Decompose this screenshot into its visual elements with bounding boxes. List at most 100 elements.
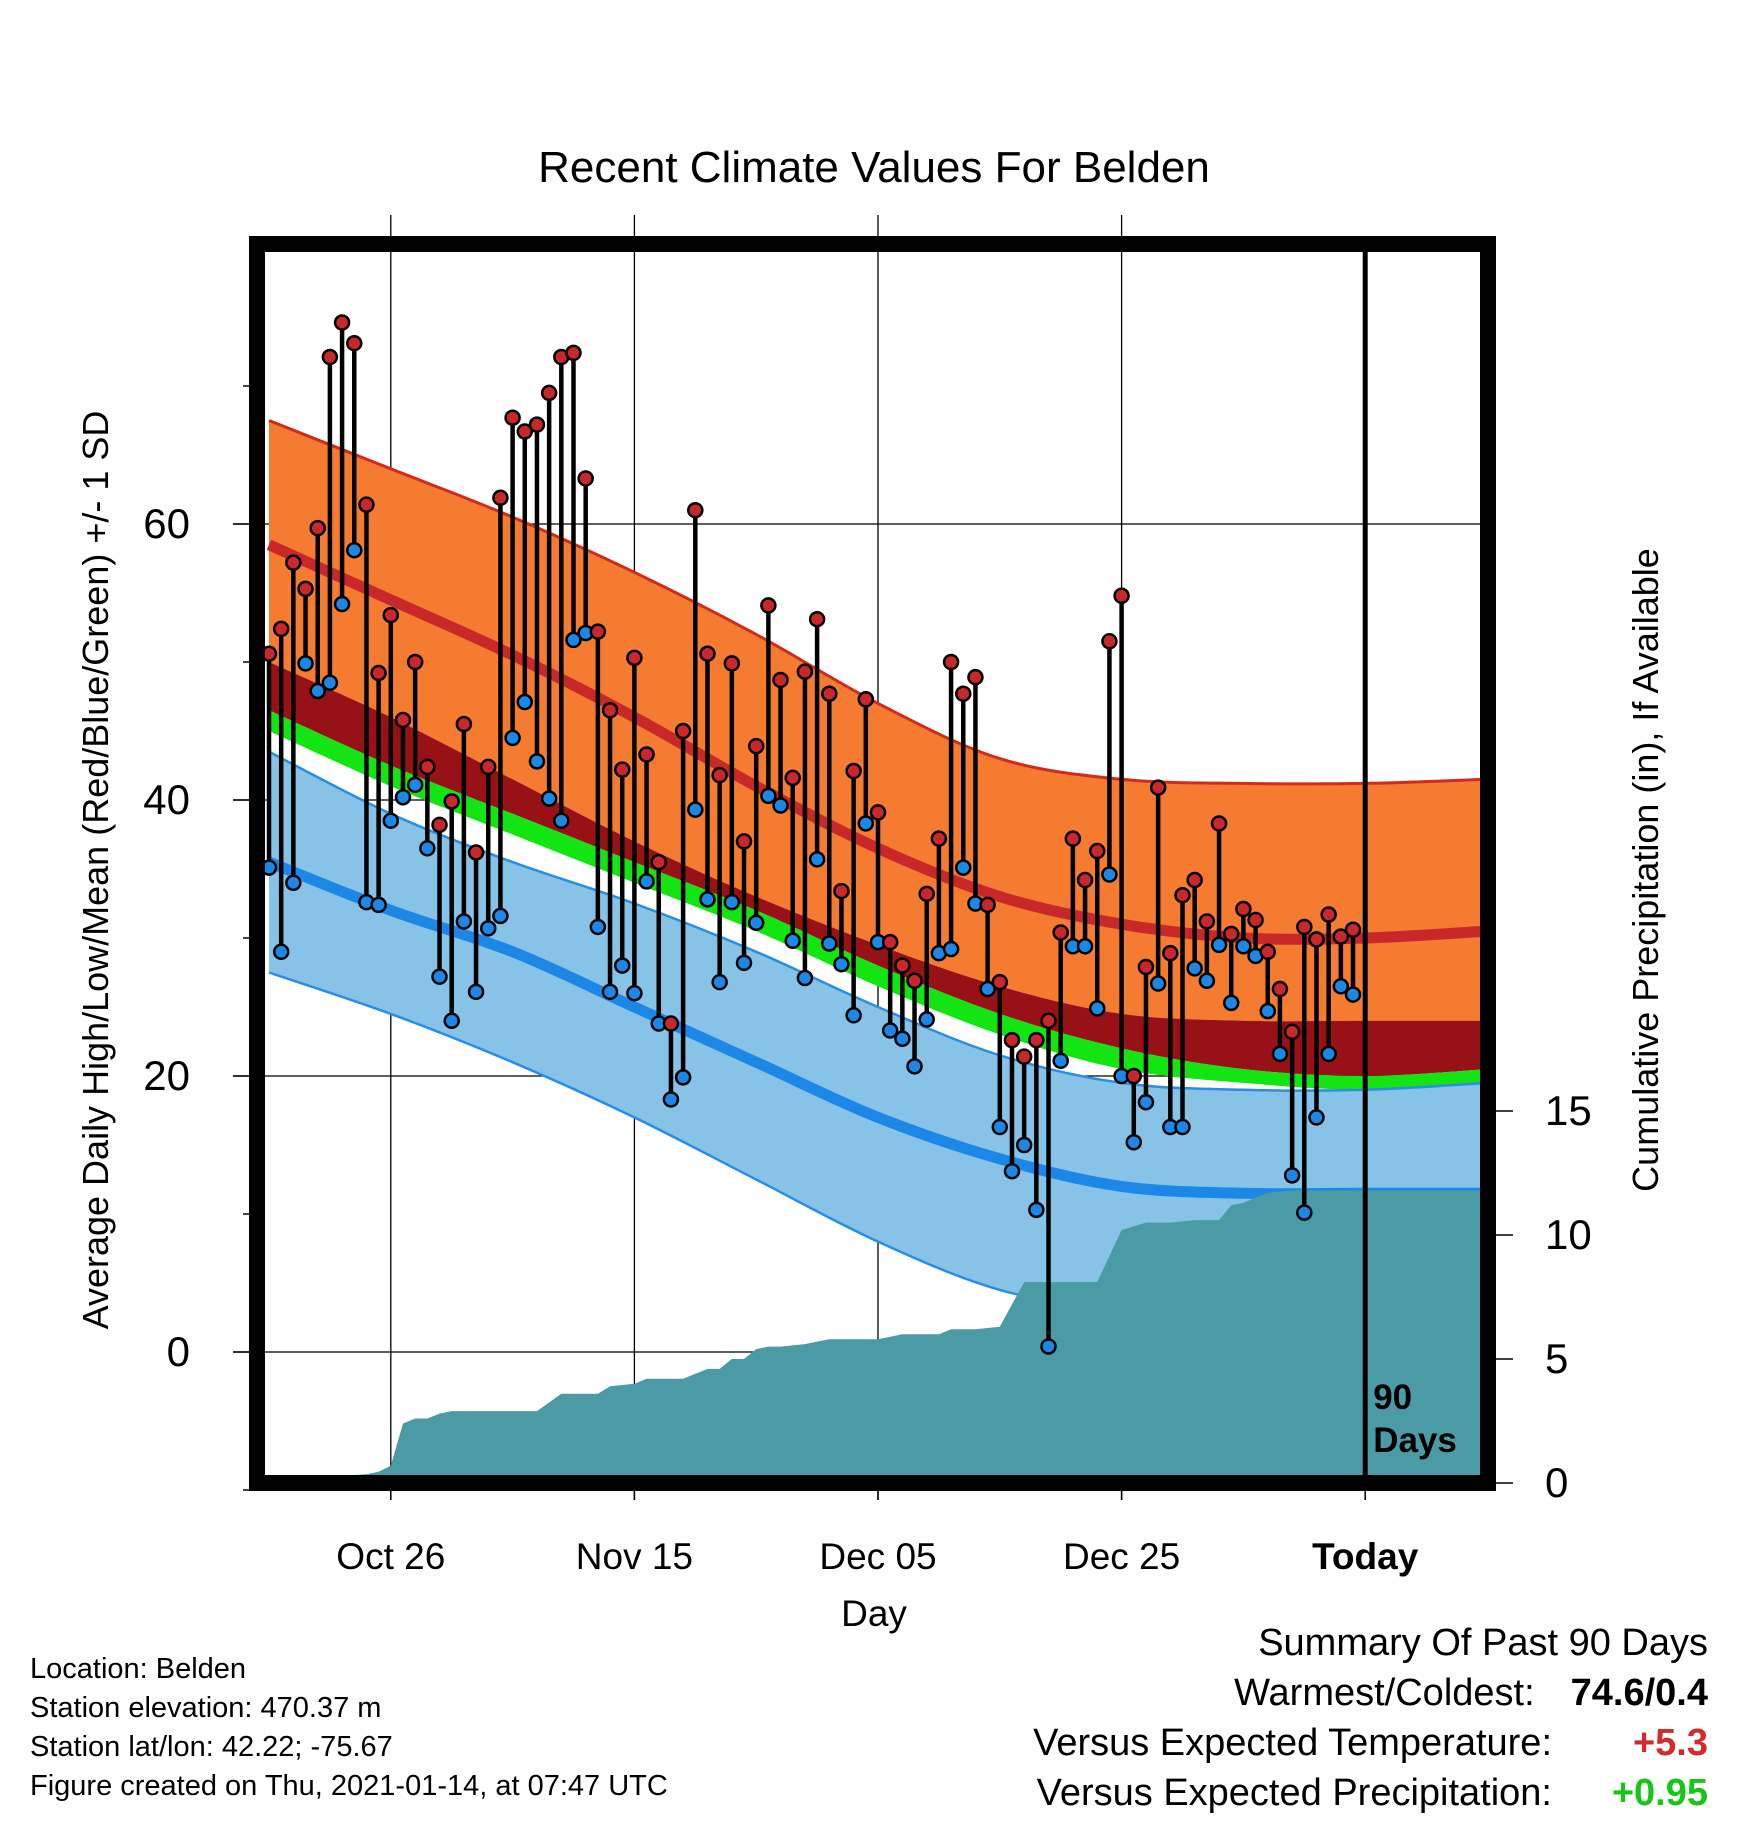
high-point — [796, 663, 814, 680]
high-point — [1113, 587, 1130, 605]
high-point — [1052, 924, 1069, 941]
low-point — [504, 729, 521, 747]
high-point — [662, 1015, 680, 1032]
low-point — [674, 1069, 692, 1086]
high-point — [321, 348, 339, 366]
high-point — [589, 623, 607, 640]
summary-precip-row: Versus Expected Precipitation: +0.95 — [1037, 1772, 1708, 1815]
high-point — [1198, 913, 1216, 930]
high-point — [382, 606, 400, 624]
high-point — [455, 715, 473, 733]
high-point — [370, 664, 387, 682]
high-point — [699, 645, 716, 662]
high-point — [333, 314, 351, 331]
high-point — [979, 896, 996, 914]
low-point — [1320, 1045, 1337, 1063]
summary-warmest-label: Warmest/Coldest: — [1234, 1672, 1535, 1714]
x-tick-label: Dec 05 — [819, 1536, 936, 1577]
high-point — [1186, 871, 1203, 889]
low-point — [1052, 1052, 1069, 1070]
high-point — [1296, 918, 1313, 936]
y2-tick-label: 15 — [1545, 1087, 1592, 1134]
high-point — [358, 496, 375, 513]
high-point — [1247, 911, 1264, 929]
low-point — [479, 920, 497, 937]
high-point — [955, 685, 972, 702]
low-point — [857, 815, 875, 832]
low-point — [772, 797, 789, 814]
y-tick-label: 60 — [143, 500, 190, 547]
low-point — [1332, 978, 1350, 995]
high-point — [1271, 980, 1289, 998]
footer-created: Figure created on Thu, 2021-01-14, at 07… — [30, 1770, 668, 1802]
low-point — [687, 801, 704, 818]
high-point — [285, 554, 302, 571]
y2-tick-label: 5 — [1545, 1335, 1568, 1382]
high-point — [1040, 1012, 1057, 1030]
low-point — [613, 957, 631, 974]
high-point — [272, 620, 290, 638]
low-point — [455, 913, 473, 930]
summary-warmest-row: Warmest/Coldest: 74.6/0.4 — [1234, 1672, 1708, 1715]
high-point — [906, 972, 923, 990]
low-point — [467, 983, 485, 1001]
low-point — [626, 984, 643, 1002]
low-point — [1149, 975, 1167, 992]
low-sd-band — [269, 751, 1487, 1319]
high-point — [577, 470, 594, 487]
low-point — [1040, 1338, 1057, 1355]
high-point — [1101, 633, 1118, 650]
low-point — [1283, 1167, 1301, 1184]
x-tick-label: Oct 26 — [336, 1536, 445, 1577]
low-point — [1259, 1002, 1277, 1020]
high-point — [1076, 871, 1094, 889]
high-point — [1149, 779, 1167, 796]
y-tick-label: 20 — [143, 1052, 190, 1099]
low-point — [918, 1011, 935, 1028]
high-point — [808, 610, 826, 628]
chart-title: Recent Climate Values For Belden — [538, 143, 1210, 192]
low-point — [638, 873, 655, 890]
low-point — [723, 893, 741, 911]
high-point — [991, 973, 1009, 991]
high-point — [1028, 1031, 1045, 1049]
low-point — [1003, 1162, 1021, 1180]
high-point — [930, 830, 948, 847]
low-point — [991, 1118, 1009, 1136]
high-point — [1162, 944, 1179, 962]
high-point — [942, 653, 960, 671]
y-tick-label: 40 — [143, 776, 190, 823]
high-point — [419, 758, 436, 776]
x-tick-label: Nov 15 — [576, 1536, 693, 1577]
high-point — [1064, 830, 1082, 847]
high-point — [1344, 921, 1362, 938]
low-point — [796, 969, 814, 987]
low-point — [565, 631, 582, 649]
low-point — [1210, 936, 1228, 954]
low-point — [699, 891, 716, 908]
today-days-label-2: Days — [1373, 1421, 1457, 1460]
low-point — [382, 812, 400, 829]
plot-frame — [249, 236, 1496, 1491]
low-point — [1198, 972, 1216, 990]
y2-axis-label: Cumulative Precipitation (in), If Availa… — [1625, 548, 1666, 1192]
low-point — [711, 973, 728, 991]
high-point — [504, 409, 521, 426]
low-point — [894, 1030, 911, 1047]
high-point — [1308, 931, 1325, 948]
high-point — [479, 758, 497, 776]
low-point — [1308, 1109, 1325, 1126]
low-point — [272, 943, 290, 961]
low-point — [906, 1058, 923, 1075]
high-point — [1332, 928, 1350, 945]
low-point — [601, 983, 619, 1001]
high-point — [1259, 943, 1277, 961]
high-point — [711, 766, 728, 784]
low-point — [540, 790, 558, 807]
high-point — [747, 737, 765, 755]
low-point — [553, 812, 570, 829]
high-point — [1125, 1067, 1143, 1085]
y-tick-label: 0 — [167, 1328, 190, 1375]
high-point — [626, 649, 643, 667]
low-point — [784, 932, 801, 950]
